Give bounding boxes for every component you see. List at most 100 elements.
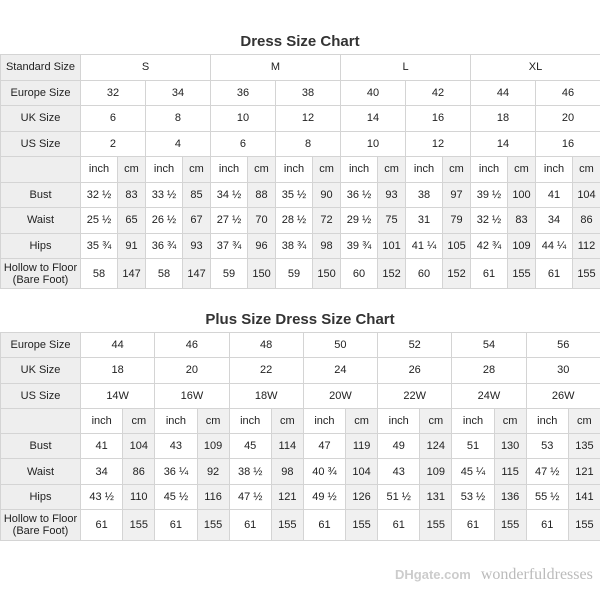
value-cell: 141	[567, 483, 600, 511]
value-cell: 47	[302, 433, 347, 460]
measurement-row: Bust 41 104 43 109 45 114 47 119 49 124 51 130 53 135	[0, 433, 600, 460]
value-cell: 45	[228, 433, 272, 460]
size-cell: 6	[210, 130, 276, 157]
size-cell: 32	[80, 79, 146, 106]
unit-cm: cm	[312, 156, 342, 183]
value-cell: 47 ½	[228, 483, 272, 511]
value-cell: 150	[247, 258, 276, 289]
value-cell: 85	[182, 181, 211, 208]
plus-size-chart-title: Plus Size Dress Size Chart	[205, 311, 395, 328]
measurement-row: Waist 25 ½ 65 26 ½ 67 27 ½ 70 28 ½ 72 29 ½ 75 31 79 3…	[0, 207, 600, 234]
value-cell: 29 ½	[340, 207, 379, 234]
size-cell: 48	[228, 331, 304, 359]
unit-inch: inch	[79, 156, 119, 183]
value-cell: 38 ½	[228, 458, 272, 485]
value-cell: 100	[507, 181, 536, 208]
value-cell: 104	[345, 458, 379, 485]
value-cell: 93	[182, 232, 211, 259]
value-cell: 36 ¼	[154, 458, 198, 485]
value-cell: 109	[196, 433, 230, 460]
value-cell: 55 ½	[525, 483, 569, 511]
value-cell: 61	[451, 509, 495, 542]
europe-size-row: Europe Size 44 46 48 50 52 54 56	[0, 331, 600, 359]
standard-size-row: Standard Size S M L XL	[0, 54, 600, 81]
size-cell: 22	[228, 357, 304, 384]
value-cell: 36 ½	[340, 181, 379, 208]
row-label: US Size	[0, 382, 81, 409]
value-cell: 43	[154, 433, 198, 460]
size-cell: 46	[154, 331, 230, 359]
watermark-text: wonderfuldresses	[480, 566, 593, 583]
size-cell: 24	[302, 357, 379, 384]
unit-cm: cm	[345, 407, 379, 435]
value-cell: 150	[312, 258, 342, 289]
value-cell: 105	[442, 232, 471, 259]
value-cell: 39 ¾	[340, 232, 379, 259]
size-cell: 52	[377, 331, 453, 359]
value-cell: 83	[117, 181, 146, 208]
size-cell: 30	[525, 357, 600, 384]
unit-inch: inch	[228, 407, 272, 435]
value-cell: 93	[377, 181, 406, 208]
value-cell: 34	[534, 207, 574, 234]
value-cell: 86	[122, 458, 156, 485]
value-cell: 35 ¾	[79, 232, 119, 259]
value-cell: 104	[572, 181, 600, 208]
row-label: US Size	[0, 130, 81, 157]
unit-inch: inch	[534, 156, 574, 183]
value-cell: 53 ½	[451, 483, 495, 511]
size-cell: 16	[405, 105, 471, 132]
us-size-row: US Size 14W 16W 18W 20W 22W 24W 26W	[0, 382, 600, 409]
value-cell: 119	[345, 433, 379, 460]
value-cell: 155	[572, 258, 600, 289]
unit-cm: cm	[247, 156, 276, 183]
value-cell: 79	[442, 207, 471, 234]
value-cell: 25 ½	[79, 207, 119, 234]
size-cell: 38	[274, 79, 342, 106]
size-cell: 40	[340, 79, 406, 106]
size-cell: 10	[210, 105, 276, 132]
size-cell: 28	[451, 357, 527, 384]
value-cell: 43 ½	[79, 483, 124, 511]
unit-cm: cm	[507, 156, 536, 183]
value-cell: 155	[196, 509, 230, 542]
value-cell: 26 ½	[144, 207, 184, 234]
unit-inch: inch	[340, 156, 379, 183]
value-cell: 112	[572, 232, 600, 259]
value-cell: 33 ½	[144, 181, 184, 208]
value-cell: 53	[525, 433, 569, 460]
unit-cm: cm	[572, 156, 600, 183]
value-cell: 88	[247, 181, 276, 208]
value-cell: 152	[377, 258, 406, 289]
value-cell: 60	[404, 258, 444, 289]
value-cell: 97	[442, 181, 471, 208]
value-cell: 58	[79, 258, 119, 289]
size-cell: L	[340, 54, 471, 81]
unit-cm: cm	[493, 407, 527, 435]
size-cell: 42	[405, 79, 471, 106]
row-label: Hips	[0, 232, 81, 259]
size-cell: 18W	[228, 382, 304, 409]
value-cell: 59	[209, 258, 249, 289]
value-cell: 86	[572, 207, 600, 234]
us-size-row: US Size 2 4 6 8 10 12 14 16	[0, 130, 600, 157]
value-cell: 51	[451, 433, 495, 460]
size-cell: 12	[405, 130, 471, 157]
value-cell: 61	[534, 258, 574, 289]
value-cell: 155	[270, 509, 304, 542]
value-cell: 121	[567, 458, 600, 485]
value-cell: 51 ½	[377, 483, 421, 511]
value-cell: 34 ½	[209, 181, 249, 208]
size-cell: 24W	[451, 382, 527, 409]
size-cell: 2	[80, 130, 146, 157]
row-label: Waist	[0, 458, 81, 485]
value-cell: 38 ¾	[274, 232, 314, 259]
value-cell: 135	[567, 433, 600, 460]
value-cell: 61	[302, 509, 347, 542]
size-cell: 22W	[377, 382, 453, 409]
value-cell: 96	[247, 232, 276, 259]
unit-inch: inch	[404, 156, 444, 183]
value-cell: 60	[340, 258, 379, 289]
value-cell: 115	[493, 458, 527, 485]
size-cell: 18	[469, 105, 536, 132]
